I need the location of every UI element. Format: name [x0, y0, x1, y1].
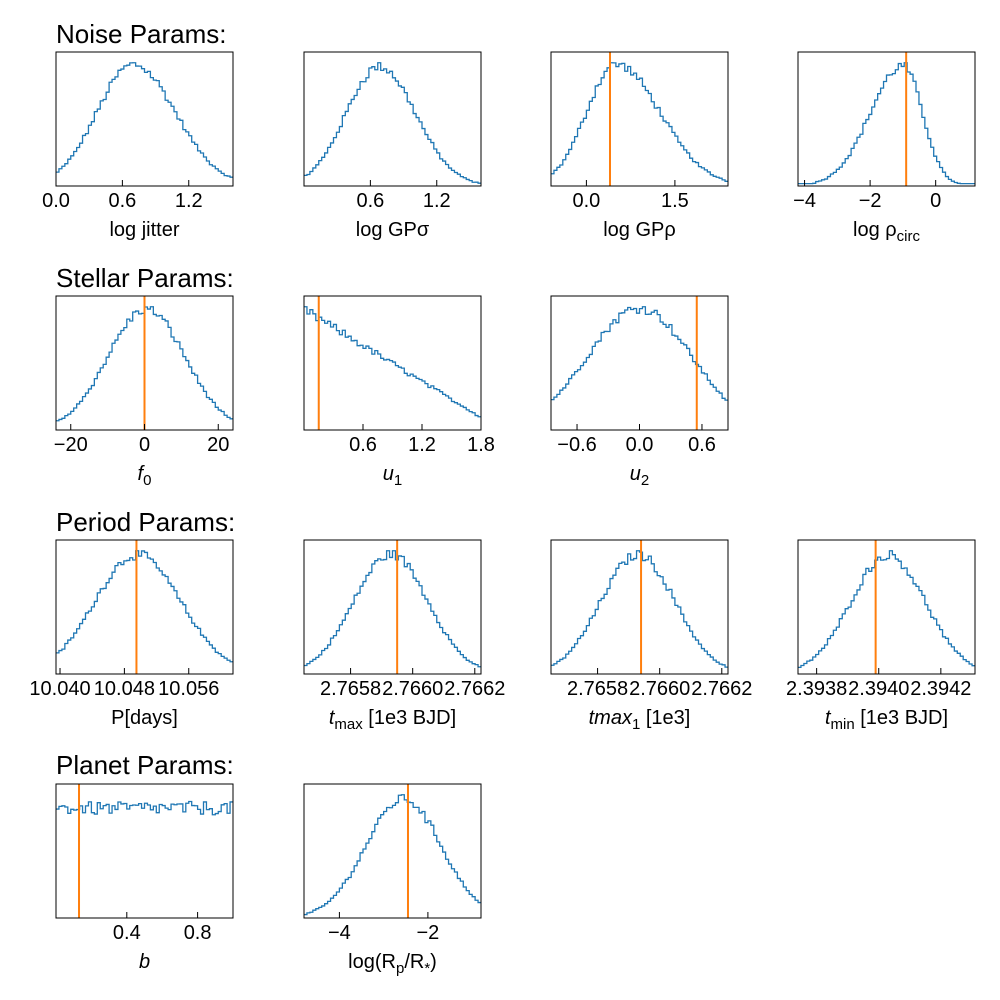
histogram-12-steps [304, 794, 481, 916]
histogram-6-frame [550, 295, 729, 431]
histogram-3-xlabel: log ρcirc [853, 219, 920, 245]
histogram-11-frame [55, 783, 234, 919]
histogram-7-xlabel: P[days] [111, 707, 178, 729]
histogram-panel-3: −4 −2 0 log ρcirc [793, 51, 976, 245]
histogram-1-xlabel: log GPσ [356, 219, 430, 241]
histogram-8-frame [303, 539, 482, 675]
histogram-4-tick-label-2: 20 [207, 434, 229, 456]
histogram-10-frame [797, 539, 976, 675]
histogram-12-tick-label-1: −2 [416, 922, 439, 944]
histogram-8-steps [304, 550, 481, 668]
histogram-10-tick-label-1: 2.3940 [848, 678, 909, 700]
histogram-6-xlabel: u2 [630, 463, 649, 489]
histogram-5-xlabel: u1 [383, 463, 402, 489]
histogram-6-tick-label-1: 0.0 [626, 434, 654, 456]
histogram-panel-4: −20 0 20 f0 [54, 295, 234, 489]
histogram-2-tick-label-0: 0.0 [572, 190, 600, 212]
histogram-12-tick-label-0: −4 [328, 922, 351, 944]
group-title-noise: Noise Params: [56, 19, 227, 49]
histogram-9-tick-label-0: 2.7658 [567, 678, 628, 700]
histogram-12-xlabel: log(Rp/R*) [348, 951, 437, 977]
histogram-9-tick-label-1: 2.7660 [629, 678, 690, 700]
histogram-9-tick-label-2: 2.7662 [691, 678, 752, 700]
histogram-0-frame [55, 51, 234, 187]
histogram-10-tick-label-2: 2.3942 [910, 678, 971, 700]
histogram-panel-12: −4 −2 log(Rp/R*) [303, 783, 482, 977]
histogram-panel-5: 0.6 1.2 1.8 u1 [303, 295, 495, 489]
histogram-1-steps [304, 62, 481, 184]
histogram-panel-2: 0.0 1.5 log GPρ [550, 51, 729, 241]
histogram-11-xlabel: b [139, 951, 150, 973]
histogram-7-tick-label-1: 10.048 [94, 678, 155, 700]
histogram-5-tick-label-1: 1.2 [408, 434, 436, 456]
histogram-panel-6: −0.6 0.0 0.6 u2 [550, 295, 729, 489]
histogram-11-tick-label-0: 0.4 [113, 922, 141, 944]
histogram-10-steps [798, 550, 975, 669]
histogram-0-tick-label-2: 1.2 [175, 190, 203, 212]
histogram-3-tick-label-0: −4 [793, 190, 816, 212]
histogram-5-tick-label-0: 0.6 [349, 434, 377, 456]
histogram-3-tick-label-1: −2 [859, 190, 882, 212]
histogram-2-tick-label-1: 1.5 [661, 190, 689, 212]
histogram-10-xlabel: tmin [1e3 BJD] [825, 707, 948, 733]
histogram-11-steps [56, 800, 233, 816]
histogram-6-steps [551, 306, 728, 401]
histogram-4-xlabel: f0 [138, 463, 152, 489]
histogram-12-frame [303, 783, 482, 919]
histogram-panel-10: 2.3938 2.3940 2.3942 tmin [1e3 BJD] [786, 539, 976, 733]
histogram-panel-11: 0.4 0.8 b [55, 783, 234, 973]
histogram-2-xlabel: log GPρ [603, 219, 676, 241]
histogram-0-steps [56, 62, 233, 178]
histogram-3-tick-label-2: 0 [930, 190, 941, 212]
histogram-1-frame [303, 51, 482, 187]
histogram-9-frame [550, 539, 729, 675]
histogram-2-frame [550, 51, 729, 187]
histogram-7-frame [55, 539, 234, 675]
histogram-4-tick-label-1: 0 [139, 434, 150, 456]
group-title-period: Period Params: [56, 507, 236, 537]
histogram-1-tick-label-1: 1.2 [423, 190, 451, 212]
histogram-2-steps [551, 62, 728, 182]
histogram-0-tick-label-1: 0.6 [108, 190, 136, 212]
histogram-9-xlabel: tmax1 [1e3] [589, 707, 691, 733]
histogram-3-steps [798, 62, 975, 185]
histogram-panel-1: 0.6 1.2 log GPσ [303, 51, 482, 241]
group-title-stellar: Stellar Params: [56, 263, 234, 293]
histogram-3-frame [797, 51, 976, 187]
histogram-5-frame [303, 295, 482, 431]
histogram-8-xlabel: tmax [1e3 BJD] [329, 707, 456, 733]
histogram-7-tick-label-2: 10.056 [158, 678, 219, 700]
histogram-6-tick-label-0: −0.6 [557, 434, 596, 456]
histogram-0-tick-label-0: 0.0 [42, 190, 70, 212]
histogram-7-steps [56, 550, 233, 663]
histogram-10-tick-label-0: 2.3938 [786, 678, 847, 700]
histogram-4-tick-label-0: −20 [54, 434, 88, 456]
histogram-6-tick-label-2: 0.6 [688, 434, 716, 456]
histogram-7-tick-label-0: 10.040 [29, 678, 90, 700]
histogram-11-tick-label-1: 0.8 [184, 922, 212, 944]
group-title-planet: Planet Params: [56, 750, 234, 780]
histogram-1-tick-label-0: 0.6 [356, 190, 384, 212]
histogram-8-tick-label-2: 2.7662 [444, 678, 505, 700]
histogram-0-xlabel: log jitter [109, 219, 179, 241]
histogram-5-tick-label-2: 1.8 [467, 434, 495, 456]
histogram-8-tick-label-1: 2.7660 [382, 678, 443, 700]
histogram-9-steps [551, 550, 728, 668]
histogram-panel-8: 2.7658 2.7660 2.7662 tmax [1e3 BJD] [303, 539, 505, 733]
histogram-5-steps [304, 306, 481, 418]
histogram-8-tick-label-0: 2.7658 [320, 678, 381, 700]
histogram-panel-7: 10.040 10.048 10.056 P[days] [29, 539, 234, 729]
histogram-panel-0: 0.0 0.6 1.2 log jitter [42, 51, 234, 241]
